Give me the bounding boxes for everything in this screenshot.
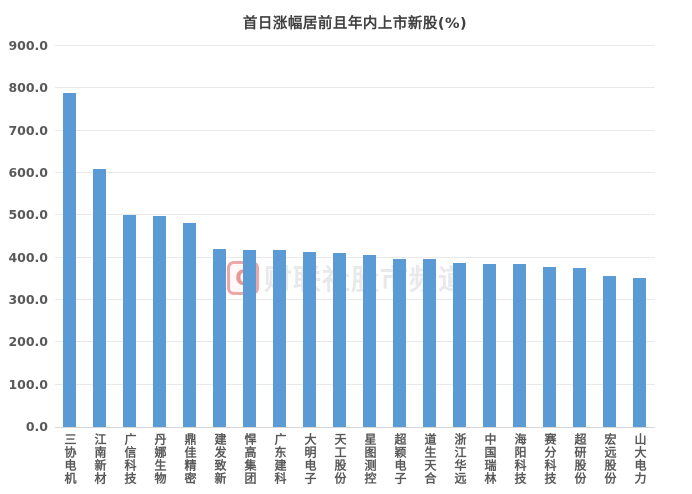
bar	[333, 253, 346, 427]
bar	[273, 250, 286, 427]
y-axis-tick-labels: 0.0 100.0 200.0 300.0 400.0 500.0 600.0 700.0 80…	[0, 38, 48, 434]
y-tick-label: 500.0	[8, 207, 48, 223]
gridline	[55, 129, 655, 131]
x-category-label: 中国瑞林	[483, 433, 497, 485]
x-category-label: 星图测控	[363, 433, 377, 485]
x-category-label: 建发致新	[213, 433, 227, 485]
x-category-label: 丹娜生物	[153, 433, 167, 485]
gridline	[55, 172, 655, 173]
bar	[573, 268, 586, 427]
bar	[603, 275, 616, 427]
bar	[123, 214, 136, 427]
bar	[363, 254, 376, 427]
y-tick-label: 100.0	[8, 376, 48, 392]
plot-area	[55, 45, 655, 428]
gridline	[55, 87, 655, 89]
x-category-label: 宏远股份	[603, 433, 617, 485]
gridline	[55, 341, 655, 343]
bar	[483, 263, 496, 427]
bar	[243, 249, 256, 427]
bar	[93, 168, 106, 427]
gridline	[55, 214, 655, 216]
x-category-label: 超研股份	[573, 433, 587, 485]
bar	[153, 216, 166, 427]
x-category-label: 悍高集团	[243, 433, 257, 485]
y-tick-label: 900.0	[8, 38, 48, 53]
bar	[183, 222, 196, 427]
bar	[63, 92, 76, 427]
bar	[393, 258, 406, 427]
bar	[303, 252, 316, 427]
x-category-label: 江南新材	[93, 433, 107, 485]
gridline	[55, 383, 655, 385]
x-category-label: 三协电机	[63, 433, 77, 485]
gridline	[55, 256, 655, 258]
x-axis-category-labels: 三协电机 江南新材 广信科技 丹娜生物 鼎佳精密 建发致新 悍高集团 广东建科 大明电子 天工股份…	[55, 433, 655, 494]
bar	[423, 259, 436, 427]
y-tick-label: 0.0	[25, 419, 48, 434]
x-category-label: 浙江华远	[453, 433, 467, 485]
x-category-label: 广东建科	[273, 433, 287, 485]
gridline	[55, 45, 655, 46]
bar	[543, 267, 556, 427]
chart-title: 首日涨幅居前且年内上市新股(%)	[242, 16, 468, 32]
y-tick-label: 700.0	[8, 122, 48, 138]
x-category-label: 道生天合	[423, 433, 437, 485]
y-tick-label: 800.0	[8, 80, 48, 96]
y-tick-label: 300.0	[8, 292, 48, 307]
x-category-label: 鼎佳精密	[183, 433, 197, 485]
x-category-label: 超颖电子	[393, 433, 407, 485]
bar	[453, 262, 466, 427]
bar	[633, 277, 646, 427]
y-tick-label: 200.0	[8, 334, 48, 350]
x-category-label: 天工股份	[333, 433, 347, 485]
x-category-label: 赛分科技	[543, 433, 557, 485]
x-category-label: 广信科技	[123, 433, 137, 485]
y-tick-label: 600.0	[8, 165, 48, 180]
bar	[513, 264, 526, 427]
x-category-label: 山大电力	[633, 433, 647, 485]
y-tick-label: 400.0	[8, 249, 48, 265]
bar	[213, 249, 226, 427]
x-category-label: 大明电子	[303, 433, 317, 485]
x-category-label: 海阳科技	[513, 433, 527, 485]
gridline	[55, 299, 655, 300]
